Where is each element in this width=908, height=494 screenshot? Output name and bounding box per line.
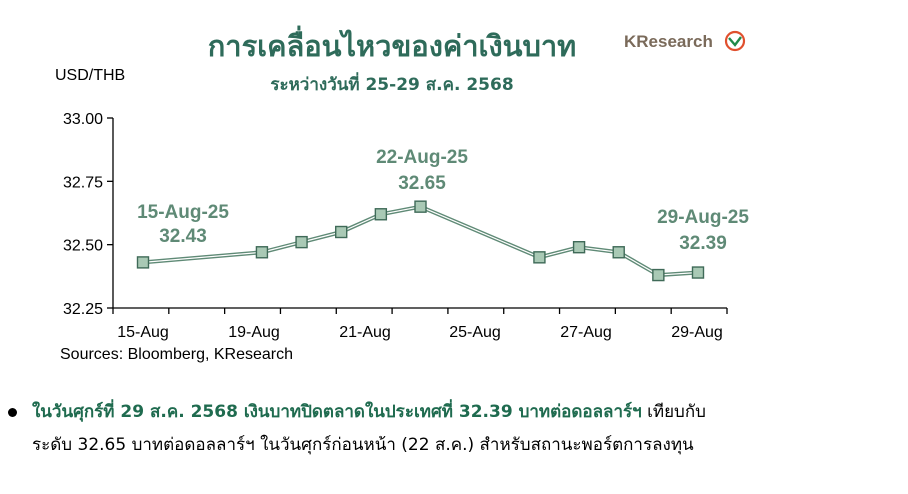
data-point [612, 246, 625, 259]
y-axis-label: USD/THB [55, 67, 125, 84]
x-tick-label: 15-Aug [117, 324, 169, 341]
annotation-date: 15-Aug-25 [137, 202, 229, 223]
y-tick-label: 32.25 [63, 301, 103, 318]
x-tick-label: 21-Aug [339, 324, 391, 341]
data-point [533, 251, 546, 264]
plot-area [136, 200, 705, 282]
data-point [374, 208, 388, 221]
kbank-leaf-icon [724, 30, 746, 52]
x-tick-label: 27-Aug [560, 324, 612, 341]
data-point [414, 200, 427, 213]
chart-title: การเคลื่อนไหวของค่าเงินบาท [208, 25, 577, 63]
y-tick-label: 32.50 [63, 238, 103, 255]
annotation-value: 32.65 [398, 173, 446, 194]
commentary-line1-rest: เทียบกับ [641, 402, 706, 422]
bullet-dot [8, 408, 17, 417]
commentary-line-1: ในวันศุกร์ที่ 29 ส.ค. 2568 เงินบาทปิดตลา… [32, 396, 706, 429]
annotation-value: 32.43 [159, 226, 207, 247]
brand-logo: KResearch [624, 30, 746, 52]
data-point [572, 240, 586, 254]
data-point [335, 225, 348, 239]
annotation-value: 32.39 [679, 233, 727, 254]
y-tick-label: 32.75 [63, 174, 103, 191]
data-point [136, 256, 150, 269]
data-point [255, 246, 269, 259]
y-axis: 33.00 32.75 32.50 32.25 [63, 111, 114, 318]
x-axis: 15-Aug 19-Aug 21-Aug 25-Aug 27-Aug 29-Aug [112, 307, 728, 341]
data-point [295, 235, 308, 249]
data-point [652, 268, 665, 282]
chart: การเคลื่อนไหวของค่าเงินบาท ระหว่างวันที่… [55, 25, 749, 363]
x-tick-label: 29-Aug [671, 324, 723, 341]
commentary-highlight: ในวันศุกร์ที่ 29 ส.ค. 2568 เงินบาทปิดตลา… [32, 402, 642, 422]
chart-subtitle: ระหว่างวันที่ 25-29 ส.ค. 2568 [270, 72, 513, 95]
x-tick-label: 25-Aug [449, 324, 501, 341]
annotation-date: 22-Aug-25 [376, 147, 468, 168]
x-tick-label: 19-Aug [228, 324, 280, 341]
data-point [691, 266, 705, 279]
source-note: Sources: Bloomberg, KResearch [60, 346, 293, 363]
annotation-date: 29-Aug-25 [657, 207, 749, 228]
commentary-line-2: ระดับ 32.65 บาทต่อดอลลาร์ฯ ในวันศุกร์ก่อ… [32, 435, 694, 455]
annotations: 15-Aug-25 32.43 22-Aug-25 32.65 29-Aug-25 32.… [137, 147, 749, 254]
y-tick-label: 33.00 [63, 111, 103, 128]
brand-name: KResearch [624, 32, 713, 51]
